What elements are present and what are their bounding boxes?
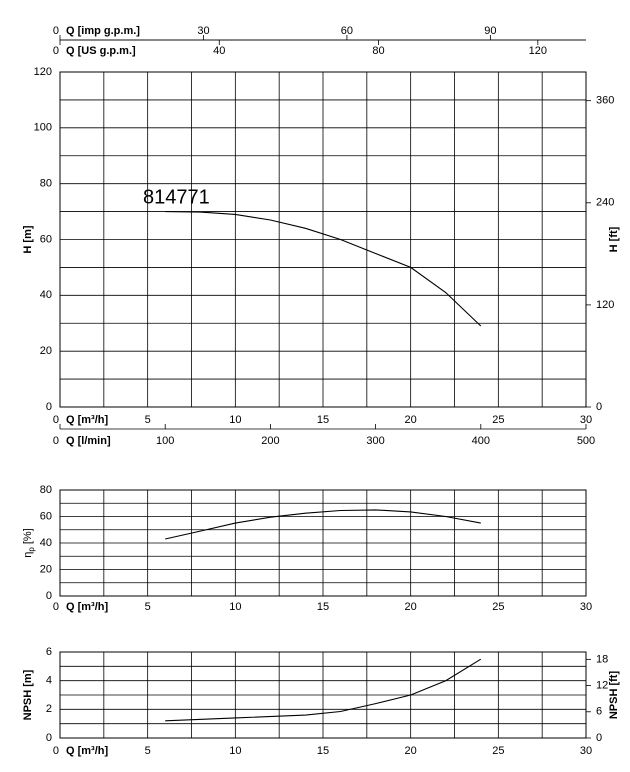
- x-tick-label: 10: [229, 745, 241, 757]
- y-tick-label: 0: [46, 732, 52, 744]
- plot-frame: [59, 71, 587, 408]
- extra-axis-label: Q [l/min]: [66, 435, 111, 447]
- curve: [165, 211, 482, 327]
- y2-tick-label: 0: [596, 401, 602, 413]
- y-tick-label: 6: [46, 646, 52, 658]
- y-tick-label: 120: [34, 66, 52, 78]
- plot-frame: [59, 651, 587, 739]
- y2-tick-label: 12: [596, 679, 608, 691]
- extra-axis-tick-label: 300: [366, 435, 384, 447]
- extra-axis-tick-label: 60: [341, 25, 353, 37]
- x-tick-label: 25: [492, 601, 504, 613]
- x-tick-label: 30: [580, 601, 592, 613]
- x-tick-label: 15: [317, 745, 329, 757]
- x-tick-label: 5: [145, 745, 151, 757]
- y-axis-label: ηp [%]: [22, 528, 36, 558]
- y-tick-label: 40: [40, 289, 52, 301]
- x-tick-label: 10: [229, 414, 241, 426]
- y-axis-label-sub: p: [27, 547, 36, 552]
- x-tick-label: 30: [580, 414, 592, 426]
- extra-axis-label: Q [US g.p.m.]: [66, 45, 136, 57]
- extra-axis-tick-label: 120: [529, 45, 547, 57]
- y2-tick-label: 6: [596, 706, 602, 718]
- extra-axis-tick-label: 30: [197, 25, 209, 37]
- y-axis-label-unit: [%]: [22, 528, 34, 547]
- extra-axis-tick-label: 40: [213, 45, 225, 57]
- extra-axis-tick-label: 90: [484, 25, 496, 37]
- y2-tick-label: 18: [596, 653, 608, 665]
- extra-axis-tick-label: 100: [156, 435, 174, 447]
- x-tick-label: 20: [405, 601, 417, 613]
- y-tick-label: 60: [40, 233, 52, 245]
- y-tick-label: 2: [46, 703, 52, 715]
- x-tick-label: 5: [145, 601, 151, 613]
- x-tick-label: 10: [229, 601, 241, 613]
- x-tick-label: 30: [580, 745, 592, 757]
- y-axis-label-main: η: [22, 552, 34, 558]
- y-axis-label: H [m]: [22, 225, 34, 253]
- y-tick-label: 4: [46, 675, 52, 687]
- y2-tick-label: 120: [596, 299, 614, 311]
- x-tick-label: 25: [492, 745, 504, 757]
- y2-tick-label: 360: [596, 95, 614, 107]
- extra-axis-tick-label: 0: [53, 435, 59, 447]
- extra-axis-label: Q [imp g.p.m.]: [66, 25, 140, 37]
- y-tick-label: 60: [40, 510, 52, 522]
- plot-frame: [59, 489, 587, 597]
- x-tick-label: 15: [317, 601, 329, 613]
- y-tick-label: 0: [46, 401, 52, 413]
- y2-tick-label: 240: [596, 197, 614, 209]
- y-axis-label: NPSH [m]: [22, 669, 34, 720]
- extra-axis-tick-label: 500: [577, 435, 595, 447]
- x-tick-label: 0: [53, 601, 59, 613]
- y-tick-label: 80: [40, 484, 52, 496]
- y2-axis-label: H [ft]: [608, 226, 620, 252]
- x-tick-label: 0: [53, 745, 59, 757]
- extra-axis-tick-label: 400: [472, 435, 490, 447]
- x-tick-label: 20: [405, 745, 417, 757]
- x-tick-label: 0: [53, 414, 59, 426]
- y-tick-label: 80: [40, 178, 52, 190]
- x-tick-label: 15: [317, 414, 329, 426]
- y-tick-label: 40: [40, 537, 52, 549]
- x-tick-label: 5: [145, 414, 151, 426]
- extra-axis-tick-label: 0: [53, 45, 59, 57]
- y2-tick-label: 0: [596, 732, 602, 744]
- y-tick-label: 20: [40, 563, 52, 575]
- x-axis-label: Q [m³/h]: [66, 414, 108, 426]
- x-tick-label: 25: [492, 414, 504, 426]
- curve: [165, 658, 482, 722]
- extra-axis-tick-label: 80: [372, 45, 384, 57]
- x-axis-label: Q [m³/h]: [66, 745, 108, 757]
- curve: [165, 509, 481, 540]
- x-axis-label: Q [m³/h]: [66, 601, 108, 613]
- y2-axis-label: NPSH [ft]: [608, 671, 620, 720]
- y-tick-label: 100: [34, 122, 52, 134]
- x-tick-label: 20: [405, 414, 417, 426]
- y-tick-label: 0: [46, 590, 52, 602]
- annotation: 814771: [143, 186, 210, 208]
- y-tick-label: 20: [40, 345, 52, 357]
- extra-axis-tick-label: 0: [53, 25, 59, 37]
- extra-axis-tick-label: 200: [261, 435, 279, 447]
